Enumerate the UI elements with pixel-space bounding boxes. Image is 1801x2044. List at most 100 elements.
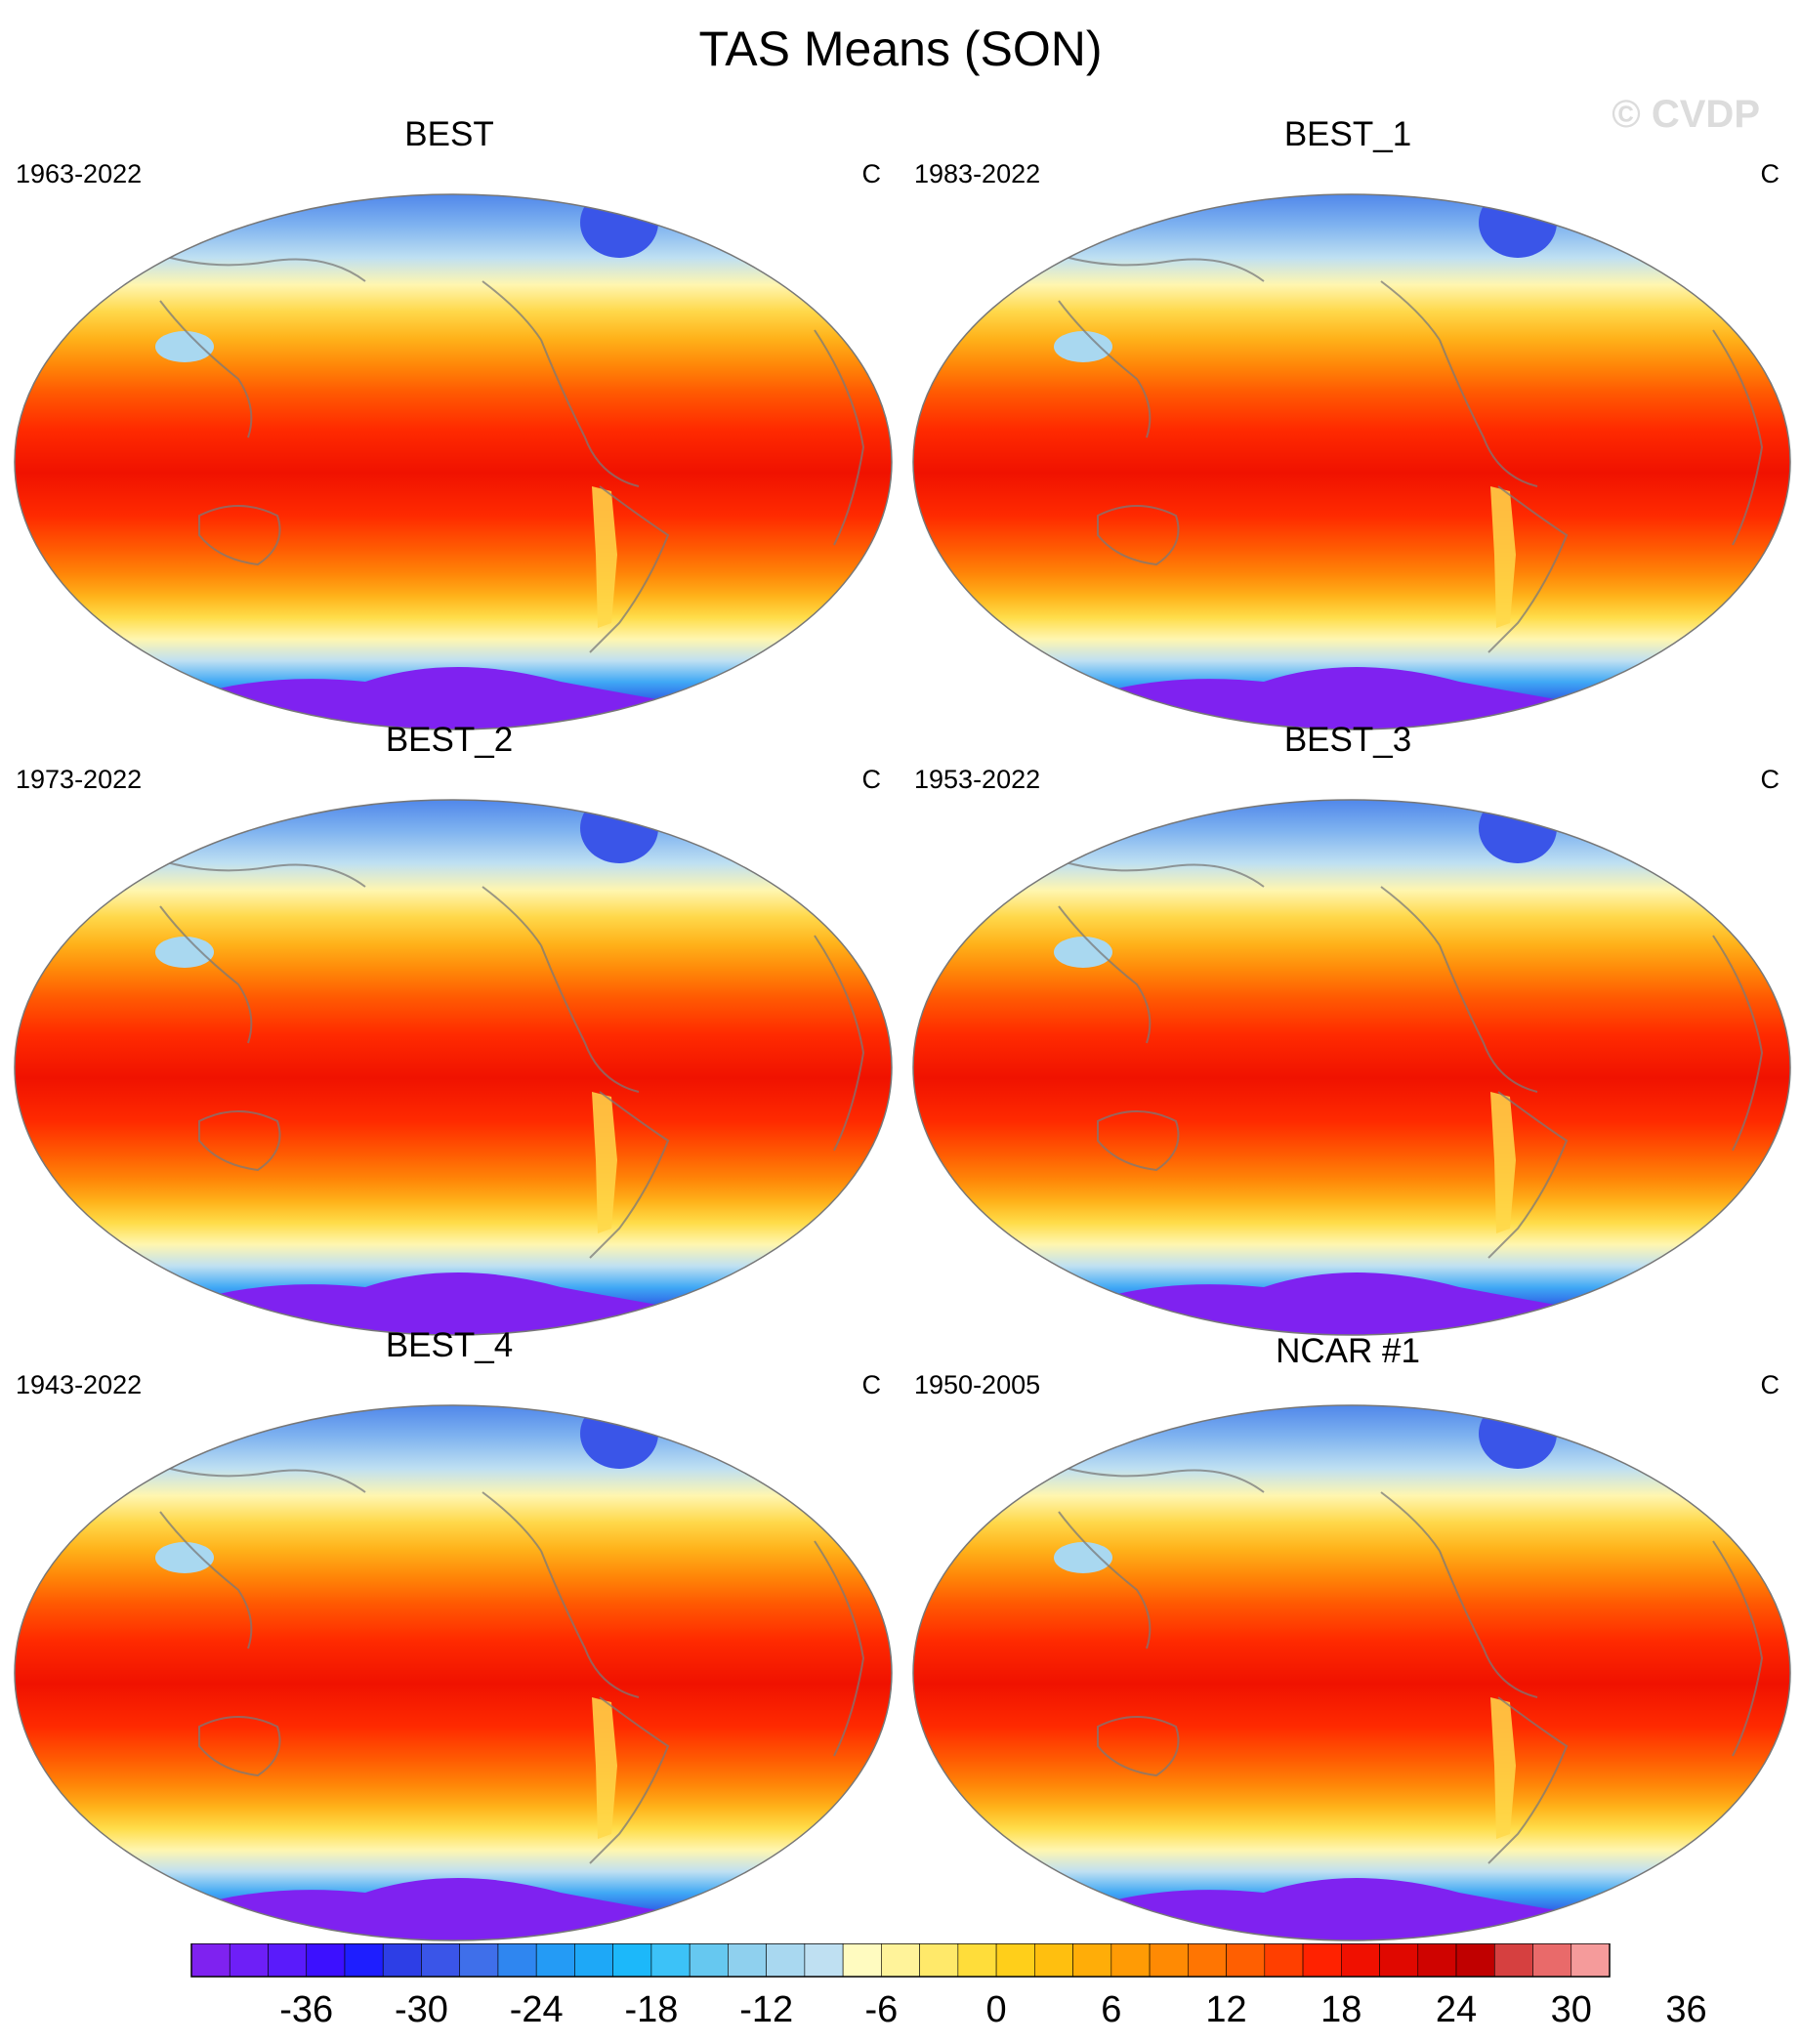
panel-title: BEST_1 bbox=[1283, 115, 1412, 153]
tibet-cold-region bbox=[155, 937, 214, 968]
colorbar-tick-label: -12 bbox=[739, 1989, 793, 2030]
colorbar-swatch bbox=[1188, 1943, 1227, 1978]
coastline bbox=[482, 1491, 542, 1552]
temperature-field bbox=[15, 194, 892, 730]
map-border bbox=[912, 193, 1791, 730]
colorbar-swatch bbox=[497, 1943, 537, 1978]
colorbar-swatch bbox=[804, 1943, 844, 1978]
panel-units: C bbox=[861, 1370, 882, 1399]
colorbar-swatch bbox=[995, 1943, 1035, 1978]
tibet-cold-region bbox=[155, 331, 214, 362]
colorbar-swatch bbox=[574, 1943, 613, 1978]
colorbar-swatch bbox=[268, 1943, 308, 1978]
colorbar-swatch bbox=[689, 1943, 729, 1978]
tibet-cold-region bbox=[1054, 937, 1112, 968]
colorbar-tick-label: 30 bbox=[1551, 1989, 1592, 2030]
colorbar-swatch bbox=[728, 1943, 767, 1978]
map-panel-best: BEST 1963-2022 C bbox=[0, 115, 899, 730]
colorbar-swatch bbox=[1571, 1943, 1611, 1978]
temperature-field bbox=[913, 1405, 1790, 1940]
panel-units: C bbox=[1760, 765, 1780, 794]
map-panel-best-3: BEST_3 1953-2022 C bbox=[899, 721, 1797, 1336]
robinson-map bbox=[912, 799, 1791, 1336]
coastline bbox=[1439, 339, 1538, 487]
coastline bbox=[149, 856, 366, 888]
colorbar-swatch bbox=[1264, 1943, 1304, 1978]
colorbar-swatch bbox=[919, 1943, 959, 1978]
colorbar-swatch bbox=[1072, 1943, 1112, 1978]
coastline bbox=[149, 1462, 366, 1493]
colorbar-swatch bbox=[1532, 1943, 1572, 1978]
colorbar-swatch bbox=[650, 1943, 691, 1978]
map-border bbox=[14, 193, 893, 730]
antarctica-region bbox=[1088, 1878, 1596, 1940]
colorbar-swatch bbox=[1340, 1943, 1380, 1978]
temperature-field bbox=[15, 800, 892, 1335]
colorbar-outline bbox=[190, 1943, 1611, 1978]
temperature-field bbox=[15, 1405, 892, 1940]
coastline bbox=[1439, 1550, 1538, 1698]
panel-title: BEST_2 bbox=[385, 721, 514, 759]
panel-units: C bbox=[1760, 1370, 1780, 1399]
colorbar-swatch bbox=[1034, 1943, 1073, 1978]
map-panel-best-2: BEST_2 1973-2022 C bbox=[0, 721, 899, 1336]
andes-cool-strip bbox=[1490, 1092, 1516, 1233]
coastline bbox=[1048, 856, 1265, 888]
colorbar-tick-label: 24 bbox=[1436, 1989, 1477, 2030]
coastline bbox=[1487, 1091, 1569, 1259]
robinson-map bbox=[14, 799, 893, 1336]
antarctica-region bbox=[189, 1272, 697, 1335]
panel-title: BEST_4 bbox=[385, 1326, 514, 1364]
panel-title: BEST_3 bbox=[1283, 721, 1412, 759]
coastline bbox=[540, 339, 640, 487]
coastline bbox=[1048, 251, 1265, 282]
coastline bbox=[1712, 1540, 1764, 1757]
coastline bbox=[540, 1550, 640, 1698]
colorbar-swatch bbox=[1302, 1943, 1342, 1978]
colorbar-swatch bbox=[766, 1943, 806, 1978]
coastline bbox=[1058, 905, 1152, 1044]
figure-title: TAS Means (SON) bbox=[698, 21, 1103, 76]
colorbar-swatch bbox=[1379, 1943, 1419, 1978]
panel-years: 1983-2022 bbox=[914, 159, 1041, 188]
tibet-cold-region bbox=[1054, 1542, 1112, 1573]
colorbar-swatch bbox=[190, 1943, 230, 1978]
colorbar-swatch bbox=[344, 1943, 384, 1978]
temperature-field bbox=[913, 800, 1790, 1335]
panel-title: BEST bbox=[404, 115, 494, 153]
colorbar-swatch bbox=[421, 1943, 461, 1978]
panel-years: 1973-2022 bbox=[16, 765, 143, 794]
map-panel-ncar-1: NCAR #1 1950-2005 C bbox=[899, 1326, 1797, 1941]
coastline bbox=[198, 505, 281, 566]
andes-cool-strip bbox=[1490, 486, 1516, 628]
robinson-map bbox=[912, 1404, 1791, 1941]
andes-cool-strip bbox=[592, 1092, 617, 1233]
map-panel-best-1: BEST_1 1983-2022 C bbox=[899, 115, 1797, 730]
coastline bbox=[482, 280, 542, 341]
colorbar-swatch bbox=[382, 1943, 422, 1978]
colorbar-tick-label: 6 bbox=[1101, 1989, 1121, 2030]
colorbar-swatch bbox=[229, 1943, 269, 1978]
andes-cool-strip bbox=[592, 486, 617, 628]
colorbar-swatch bbox=[1493, 1943, 1533, 1978]
coastline bbox=[1380, 1491, 1441, 1552]
colorbar-swatch bbox=[1110, 1943, 1151, 1978]
colorbar-tick-label: 18 bbox=[1320, 1989, 1361, 2030]
coastline bbox=[814, 329, 865, 546]
map-border bbox=[912, 1404, 1791, 1941]
panel-units: C bbox=[861, 765, 882, 794]
coastline bbox=[814, 1540, 865, 1757]
temperature-field bbox=[913, 194, 1790, 730]
antarctica-region bbox=[189, 1878, 697, 1940]
tibet-cold-region bbox=[155, 1542, 214, 1573]
antarctica-region bbox=[1088, 667, 1596, 730]
colorbar-swatch bbox=[957, 1943, 997, 1978]
coastline bbox=[589, 1696, 670, 1864]
coastline bbox=[198, 1110, 281, 1172]
coastline bbox=[1712, 329, 1764, 546]
coastline bbox=[149, 251, 366, 282]
coastline bbox=[1097, 1716, 1180, 1777]
colorbar-tick-label: -6 bbox=[864, 1989, 898, 2030]
colorbar-swatch bbox=[612, 1943, 652, 1978]
coastline bbox=[159, 300, 253, 438]
